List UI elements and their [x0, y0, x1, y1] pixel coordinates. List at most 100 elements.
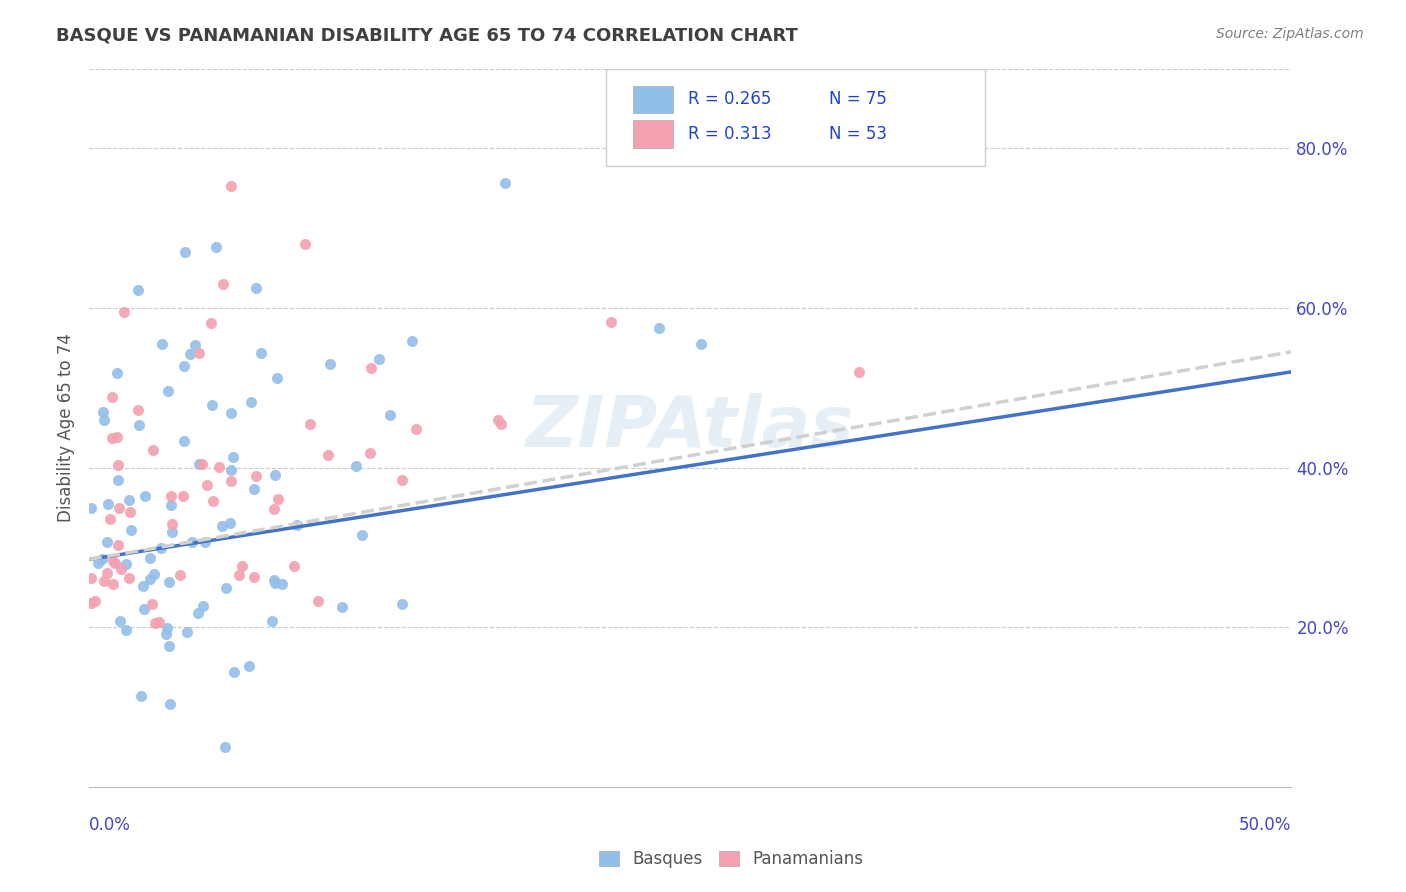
Point: [148, 615, 170, 630]
Point: [110, 562, 132, 576]
Point: [316, 449, 339, 463]
Text: 0.0%: 0.0%: [89, 815, 131, 834]
Point: [101, 390, 124, 404]
Point: [263, 573, 285, 587]
Point: [219, 179, 242, 194]
Point: [108, 500, 131, 515]
FancyBboxPatch shape: [606, 69, 984, 166]
Point: [87, 556, 110, 570]
Point: [195, 478, 218, 492]
FancyBboxPatch shape: [633, 120, 673, 147]
Point: [173, 359, 195, 374]
Point: [149, 541, 172, 556]
Point: [494, 176, 516, 190]
Point: [219, 406, 242, 420]
Point: [352, 528, 374, 542]
Point: [215, 581, 238, 595]
Point: [138, 572, 160, 586]
Y-axis label: Disability Age 65 to 74: Disability Age 65 to 74: [58, 334, 75, 522]
FancyBboxPatch shape: [633, 86, 673, 113]
Point: [150, 337, 173, 351]
Point: [368, 351, 391, 366]
Point: [96, 566, 118, 581]
Point: [143, 615, 166, 630]
Text: R = 0.265: R = 0.265: [688, 90, 772, 109]
Point: [179, 347, 201, 361]
Point: [155, 627, 177, 641]
Point: [105, 430, 128, 444]
Point: [294, 237, 316, 252]
Point: [188, 346, 211, 360]
Point: [266, 371, 288, 385]
Point: [162, 524, 184, 539]
Point: [105, 366, 128, 380]
Point: [115, 558, 138, 572]
Point: [101, 431, 124, 445]
Point: [201, 398, 224, 412]
Point: [101, 577, 124, 591]
Point: [112, 304, 135, 318]
Point: [118, 492, 141, 507]
Point: [401, 334, 423, 349]
Point: [90, 552, 112, 566]
Point: [173, 434, 195, 448]
Point: [245, 281, 267, 295]
Point: [107, 473, 129, 487]
Point: [201, 494, 224, 508]
Point: [359, 446, 381, 460]
Point: [285, 518, 308, 533]
Point: [120, 524, 142, 538]
Point: [107, 458, 129, 472]
Point: [97, 497, 120, 511]
Point: [127, 402, 149, 417]
Text: Source: ZipAtlas.com: Source: ZipAtlas.com: [1216, 27, 1364, 41]
Point: [243, 482, 266, 496]
Point: [489, 417, 512, 432]
Point: [101, 554, 124, 568]
Point: [222, 450, 245, 464]
Point: [115, 623, 138, 637]
Point: [208, 459, 231, 474]
Point: [486, 413, 509, 427]
Point: [181, 534, 204, 549]
Point: [221, 475, 243, 489]
Point: [131, 689, 153, 703]
Point: [240, 395, 263, 409]
Point: [250, 346, 273, 360]
Point: [221, 463, 243, 477]
Point: [194, 534, 217, 549]
Point: [231, 558, 253, 573]
Point: [298, 417, 321, 431]
Point: [120, 506, 142, 520]
Point: [128, 417, 150, 432]
Point: [263, 502, 285, 516]
Point: [219, 516, 242, 531]
Point: [391, 597, 413, 611]
Point: [142, 567, 165, 582]
Point: [307, 594, 329, 608]
Point: [848, 365, 870, 379]
Point: [600, 315, 623, 329]
Point: [93, 413, 115, 427]
Point: [391, 473, 413, 487]
Point: [159, 697, 181, 711]
Point: [344, 458, 367, 473]
Point: [160, 517, 183, 532]
Point: [169, 568, 191, 582]
Point: [191, 457, 214, 471]
Point: [157, 639, 180, 653]
Point: [224, 665, 246, 679]
Point: [160, 498, 183, 512]
Point: [360, 360, 382, 375]
Point: [157, 384, 180, 398]
Point: [134, 602, 156, 616]
Point: [214, 739, 236, 754]
Point: [184, 338, 207, 352]
Point: [80, 500, 103, 515]
Point: [104, 556, 127, 570]
Point: [173, 489, 195, 503]
Point: [110, 614, 132, 628]
Point: [107, 538, 129, 552]
Point: [176, 625, 198, 640]
Point: [262, 614, 284, 628]
